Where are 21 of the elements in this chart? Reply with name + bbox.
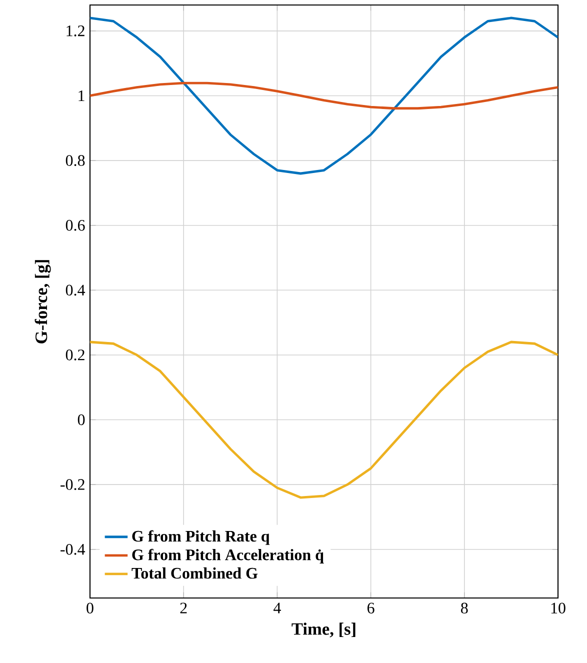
x-tick-label: 4: [274, 602, 281, 614]
y-tick-label: 0: [78, 414, 85, 426]
x-tick-label: 8: [461, 602, 468, 614]
y-tick-label: -0.4: [60, 544, 86, 555]
y-axis-title: G-force, [g]: [34, 260, 51, 344]
legend-label: Total Combined G: [132, 567, 258, 579]
legend-label: G from Pitch Acceleration q̇: [132, 548, 324, 564]
x-tick-label: 10: [551, 602, 566, 614]
y-tick-label: -0.2: [60, 479, 84, 490]
y-tick-label: 1: [78, 90, 84, 102]
y-tick-label: 0.2: [66, 350, 84, 360]
y-tick-label: 0.6: [66, 220, 85, 231]
legend-label: G from Pitch Rate q: [132, 530, 270, 545]
x-tick-label: 0: [86, 602, 94, 614]
y-tick-label: 1.2: [66, 26, 84, 36]
line-series: [90, 82, 558, 110]
x-tick-label: 6: [367, 602, 374, 614]
y-tick-label: 0.8: [66, 155, 85, 166]
y-tick-label: 0.4: [66, 284, 86, 296]
x-axis-title: Time, [s]: [292, 622, 356, 638]
x-tick-label: 2: [180, 602, 187, 614]
